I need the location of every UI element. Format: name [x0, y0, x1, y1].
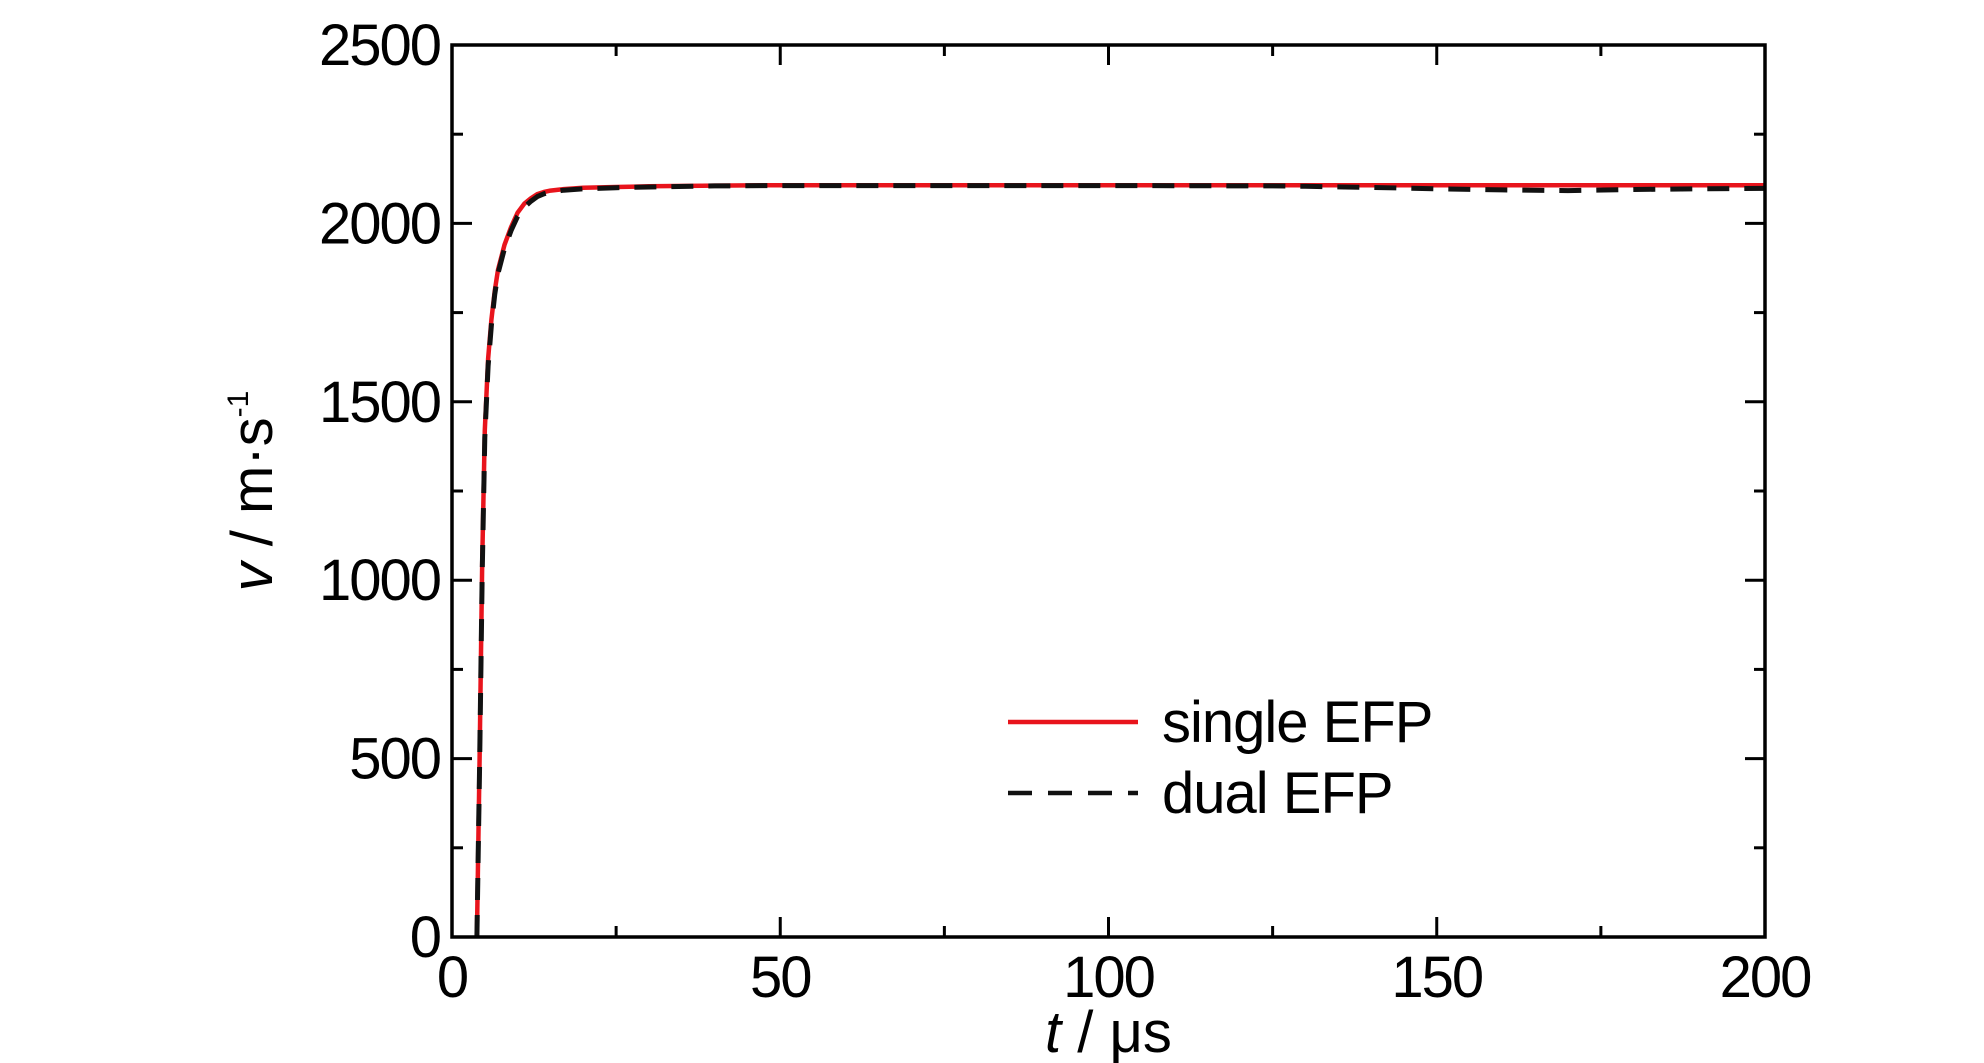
y-tick-label: 2000	[319, 191, 440, 256]
y-axis-label: v / m·s-1	[220, 391, 285, 592]
series-layer	[474, 182, 1766, 938]
x-tick-label: 150	[1391, 945, 1482, 1010]
legend: single EFP dual EFP	[1008, 690, 1433, 826]
y-axis-unit-exponent: -1	[222, 391, 255, 418]
y-tick-label: 2500	[319, 13, 440, 78]
plot-frame	[450, 43, 1767, 939]
ticks-layer	[450, 43, 1767, 939]
x-axis-variable: t	[1045, 1000, 1064, 1063]
x-tick-label: 50	[750, 945, 811, 1010]
y-tick-label: 0	[410, 905, 440, 970]
legend-label-single-efp: single EFP	[1162, 690, 1432, 755]
x-tick-label: 100	[1063, 945, 1154, 1010]
y-tick-label: 1000	[319, 548, 440, 613]
series-line-single-efp	[474, 182, 1765, 938]
y-tick-label: 1500	[319, 370, 440, 435]
x-axis-unit: / μs	[1061, 1000, 1172, 1063]
x-axis-label: t / μs	[1045, 1000, 1172, 1063]
x-tick-label: 0	[437, 945, 467, 1010]
y-axis-unit: / m·s	[220, 417, 285, 562]
legend-label-dual-efp: dual EFP	[1162, 761, 1393, 826]
y-tick-label: 500	[349, 727, 440, 792]
x-tick-label: 200	[1720, 945, 1811, 1010]
series-line-dual-efp	[474, 183, 1766, 938]
y-axis-variable: v	[220, 559, 285, 591]
